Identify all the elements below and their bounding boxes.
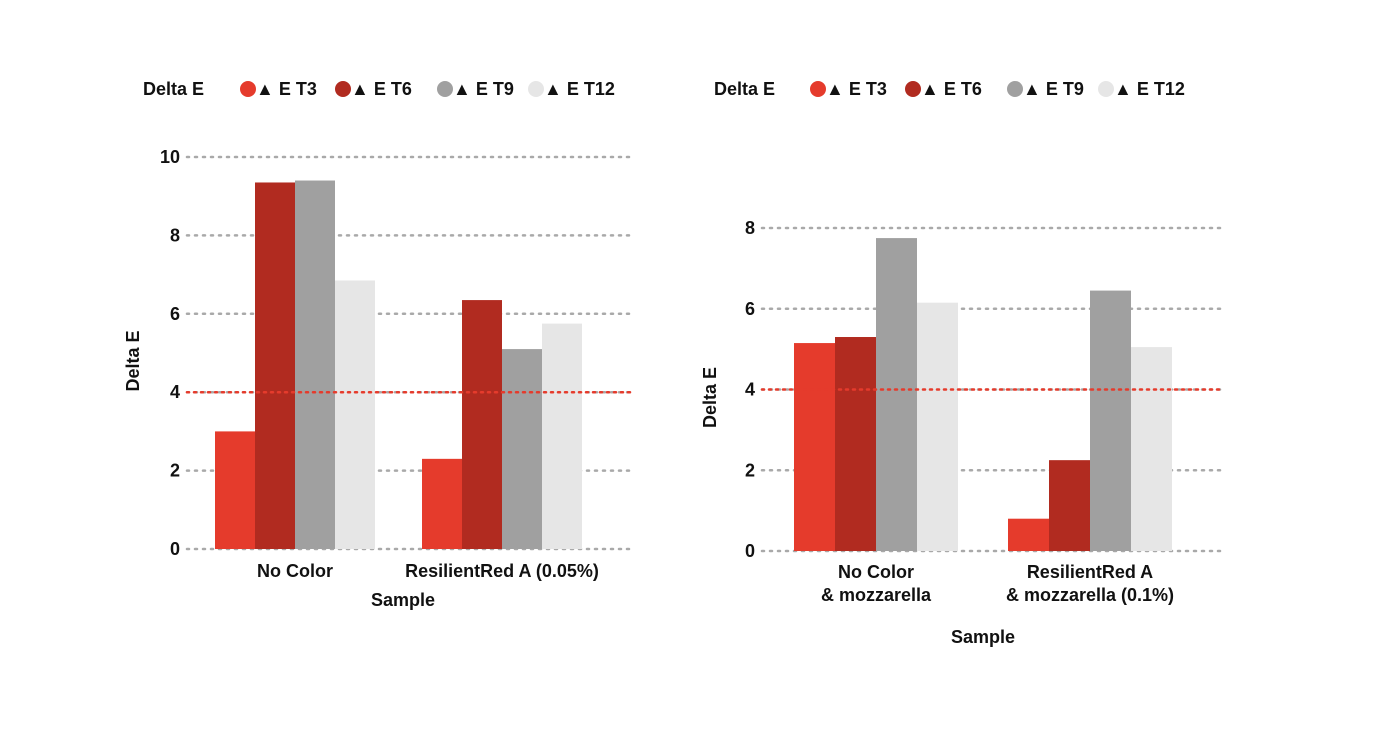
y-tick-label: 2 bbox=[170, 461, 180, 481]
legend-item: ▲ E T12 bbox=[1098, 79, 1185, 99]
bar bbox=[335, 280, 375, 549]
legend-swatch-icon bbox=[240, 81, 256, 97]
legend-item: ▲ E T6 bbox=[905, 79, 982, 99]
y-tick-label: 0 bbox=[745, 541, 755, 561]
x-category-label: ResilientRed A (0.05%) bbox=[405, 561, 599, 581]
bar bbox=[917, 302, 958, 551]
y-tick-label: 6 bbox=[170, 304, 180, 324]
legend-swatch-icon bbox=[1007, 81, 1023, 97]
legend-item: ▲ E T3 bbox=[240, 79, 317, 99]
bar bbox=[1131, 347, 1172, 551]
bar bbox=[422, 458, 462, 549]
legend-title: Delta E bbox=[714, 79, 775, 99]
legend-label: ▲ E T3 bbox=[826, 79, 887, 99]
legend-item: ▲ E T9 bbox=[1007, 79, 1084, 99]
legend-swatch-icon bbox=[335, 81, 351, 97]
bar bbox=[835, 337, 876, 551]
bar bbox=[1008, 518, 1049, 551]
x-category-label: ResilientRed A bbox=[1027, 562, 1153, 582]
legend-swatch-icon bbox=[528, 81, 544, 97]
x-axis-title: Sample bbox=[951, 627, 1015, 647]
legend-label: ▲ E T12 bbox=[1114, 79, 1185, 99]
legend-title: Delta E bbox=[143, 79, 204, 99]
legend-label: ▲ E T9 bbox=[1023, 79, 1084, 99]
legend-swatch-icon bbox=[905, 81, 921, 97]
y-tick-label: 8 bbox=[170, 225, 180, 245]
y-tick-label: 8 bbox=[745, 218, 755, 238]
bar bbox=[1090, 290, 1131, 551]
bar bbox=[255, 182, 295, 550]
x-category-label: No Color bbox=[838, 562, 914, 582]
bar bbox=[1049, 460, 1090, 551]
bars bbox=[215, 180, 582, 550]
legend-label: ▲ E T3 bbox=[256, 79, 317, 99]
bar bbox=[794, 343, 835, 551]
bar bbox=[295, 180, 335, 549]
bar bbox=[542, 323, 582, 549]
y-tick-label: 0 bbox=[170, 539, 180, 559]
bar bbox=[876, 238, 917, 551]
legend-swatch-icon bbox=[1098, 81, 1114, 97]
x-category-label: & mozzarella bbox=[821, 585, 932, 605]
bars bbox=[794, 238, 1172, 551]
bar bbox=[215, 431, 255, 549]
bar bbox=[502, 349, 542, 549]
legend-swatch-icon bbox=[437, 81, 453, 97]
legend-label: ▲ E T6 bbox=[921, 79, 982, 99]
y-axis-title: Delta E bbox=[700, 367, 720, 428]
y-tick-label: 6 bbox=[745, 299, 755, 319]
y-tick-label: 10 bbox=[160, 147, 180, 167]
legend-label: ▲ E T9 bbox=[453, 79, 514, 99]
y-tick-label: 4 bbox=[170, 382, 180, 402]
bar bbox=[462, 300, 502, 549]
y-axis-title: Delta E bbox=[123, 330, 143, 391]
legend-item: ▲ E T9 bbox=[437, 79, 514, 99]
legend-swatch-icon bbox=[810, 81, 826, 97]
x-axis-title: Sample bbox=[371, 590, 435, 610]
y-tick-label: 2 bbox=[745, 460, 755, 480]
x-category-label: No Color bbox=[257, 561, 333, 581]
legend-label: ▲ E T6 bbox=[351, 79, 412, 99]
legend-item: ▲ E T12 bbox=[528, 79, 615, 99]
legend-item: ▲ E T6 bbox=[335, 79, 412, 99]
chart-2: Delta E ▲ E T3 ▲ E T6 ▲ E T9 ▲ E T12 0 2 4 6 8 No … bbox=[700, 79, 1226, 647]
legend-label: ▲ E T12 bbox=[544, 79, 615, 99]
y-tick-label: 4 bbox=[745, 380, 755, 400]
chart-1: Delta E ▲ E T3 ▲ E T6 ▲ E T9 ▲ E T12 0 2 4 6 8 10 N… bbox=[123, 79, 634, 610]
legend-item: ▲ E T3 bbox=[810, 79, 887, 99]
x-category-label: & mozzarella (0.1%) bbox=[1006, 585, 1174, 605]
